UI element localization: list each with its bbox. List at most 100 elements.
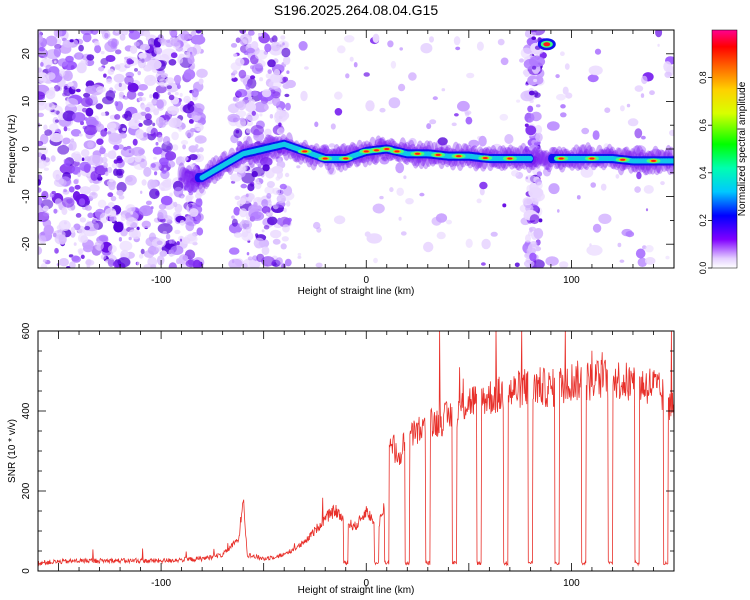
noise-speckle — [275, 257, 283, 265]
noise-speckle — [296, 165, 301, 169]
noise-speckle — [598, 213, 612, 224]
noise-speckle — [524, 70, 530, 78]
noise-speckle — [244, 96, 249, 101]
noise-speckle — [189, 208, 199, 217]
noise-speckle — [84, 205, 92, 211]
noise-speckle — [287, 217, 292, 223]
noise-speckle — [235, 147, 239, 151]
noise-speckle — [233, 128, 243, 139]
noise-speckle — [398, 83, 406, 92]
noise-speckle — [559, 261, 569, 268]
noise-speckle — [600, 183, 607, 191]
noise-speckle — [154, 171, 158, 176]
noise-speckle — [166, 85, 172, 90]
noise-speckle — [451, 122, 457, 127]
noise-speckle — [83, 92, 91, 98]
noise-speckle — [120, 214, 126, 222]
noise-speckle — [253, 237, 265, 249]
noise-speckle — [74, 52, 84, 60]
noise-speckle — [141, 179, 147, 186]
noise-speckle — [38, 91, 45, 100]
noise-speckle — [153, 156, 157, 160]
noise-speckle — [524, 112, 535, 123]
noise-speckle — [72, 112, 86, 123]
noise-speckle — [272, 187, 281, 195]
noise-speckle — [476, 41, 484, 51]
noise-speckle — [281, 263, 287, 268]
ridge-peak — [651, 159, 656, 162]
noise-speckle — [464, 110, 472, 115]
ridge-halo — [183, 168, 192, 188]
noise-speckle — [145, 106, 151, 113]
noise-speckle — [181, 156, 189, 162]
noise-speckle — [315, 262, 323, 268]
noise-speckle — [134, 68, 138, 72]
noise-speckle — [64, 85, 68, 90]
noise-speckle — [247, 30, 255, 36]
noise-speckle — [627, 118, 639, 127]
noise-speckle — [253, 101, 269, 113]
ridge-peak — [322, 157, 328, 160]
noise-speckle — [270, 73, 281, 83]
noise-speckle — [38, 100, 48, 111]
noise-speckle — [128, 229, 138, 238]
noise-speckle — [53, 30, 63, 38]
noise-speckle — [282, 150, 290, 155]
snr-ylabel: SNR (10 * v/v) — [7, 419, 18, 483]
ridge-halo — [179, 166, 187, 183]
noise-speckle — [282, 42, 285, 46]
noise-speckle — [40, 154, 47, 162]
colorbar-tick-label: 0.2 — [698, 214, 708, 227]
noise-speckle — [140, 43, 150, 51]
noise-speckle — [168, 239, 172, 244]
noise-speckle — [363, 72, 370, 77]
noise-speckle — [53, 84, 61, 92]
noise-speckle — [276, 194, 286, 204]
noise-speckle — [129, 45, 138, 54]
noise-speckle — [387, 40, 394, 48]
noise-speckle — [174, 92, 179, 96]
colorbar-label: Normalized spectral amplitude — [737, 81, 748, 216]
y-tick-label: -10 — [21, 189, 32, 204]
noise-speckle — [120, 147, 135, 158]
noise-speckle — [82, 244, 94, 253]
noise-speckle — [560, 112, 567, 118]
noise-speckle — [514, 262, 520, 268]
noise-speckle — [337, 45, 346, 54]
noise-speckle — [80, 149, 90, 157]
noise-speckle — [534, 142, 538, 146]
noise-speckle — [140, 190, 143, 194]
noise-speckle — [176, 241, 180, 246]
noise-speckle — [663, 61, 672, 73]
spectrogram-heatmap — [38, 30, 674, 268]
snr-series-line — [38, 331, 674, 567]
noise-speckle — [265, 211, 270, 217]
noise-speckle — [169, 30, 178, 37]
noise-speckle — [408, 137, 417, 147]
ridge-halo — [532, 146, 541, 168]
noise-speckle — [78, 133, 83, 137]
noise-speckle — [134, 155, 142, 163]
ridge-peak — [415, 152, 420, 155]
noise-speckle — [284, 172, 290, 178]
noise-speckle — [138, 122, 143, 127]
noise-speckle — [173, 186, 184, 198]
noise-speckle — [115, 101, 124, 112]
noise-speckle — [95, 103, 104, 110]
noise-speckle — [107, 122, 117, 130]
noise-speckle — [239, 220, 253, 230]
noise-speckle — [58, 234, 67, 245]
noise-speckle — [148, 40, 152, 44]
noise-speckle — [45, 35, 58, 47]
noise-speckle — [238, 69, 247, 79]
noise-speckle — [118, 91, 125, 98]
noise-speckle — [497, 38, 505, 46]
noise-speckle — [112, 148, 116, 154]
noise-speckle — [267, 199, 272, 206]
noise-speckle — [44, 102, 56, 111]
ridge-halo — [536, 149, 545, 165]
noise-speckle — [73, 223, 81, 231]
ridge-halo — [530, 147, 539, 167]
noise-speckle — [516, 99, 521, 103]
